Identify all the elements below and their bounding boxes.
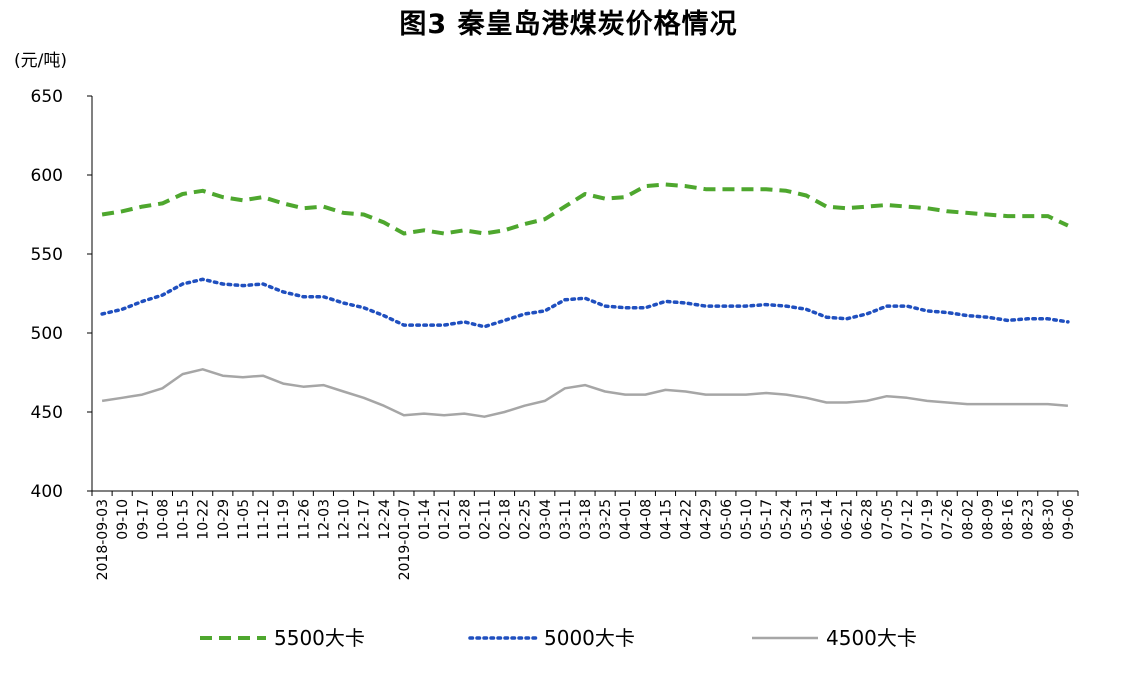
x-tick-label: 10-15 — [176, 499, 192, 540]
x-tick-label: 07-05 — [880, 499, 896, 540]
y-axis-unit-label: (元/吨) — [14, 51, 67, 71]
x-tick-label: 06-14 — [819, 499, 835, 540]
x-tick-label: 02-25 — [518, 499, 534, 540]
series-line-3 — [101, 368, 1068, 418]
x-tick-label: 01-28 — [457, 499, 473, 540]
x-tick-label: 04-15 — [658, 499, 674, 540]
x-tick-label: 11-05 — [236, 499, 252, 540]
x-tick-label: 08-09 — [980, 499, 996, 540]
x-tick-label: 12-03 — [316, 499, 332, 540]
series-line-1 — [101, 182, 1069, 236]
x-tick-label: 11-12 — [256, 499, 272, 540]
y-tick-label: 550 — [31, 245, 63, 265]
y-tick-label: 400 — [31, 482, 63, 502]
x-tick-label: 11-26 — [296, 499, 312, 540]
chart-title: 图3 秦皇岛港煤炭价格情况 — [399, 9, 738, 40]
x-tick-label: 03-11 — [558, 499, 574, 540]
legend-label-1: 5500大卡 — [274, 626, 365, 650]
x-tick-label: 02-11 — [477, 499, 493, 540]
x-tick-label: 06-28 — [860, 499, 876, 540]
x-tick-label: 04-29 — [699, 499, 715, 540]
x-tick-label: 08-16 — [1001, 499, 1017, 540]
x-tick-label: 01-14 — [417, 499, 433, 540]
x-tick-label: 01-21 — [437, 499, 453, 540]
x-tick-label: 07-19 — [920, 499, 936, 540]
x-tick-label: 09-17 — [135, 499, 151, 540]
y-tick-label: 650 — [31, 87, 63, 107]
x-tick-label: 05-31 — [799, 499, 815, 540]
x-tick-label: 04-01 — [618, 499, 634, 540]
x-tick-label: 04-22 — [679, 499, 695, 540]
x-tick-label: 10-22 — [196, 499, 212, 540]
x-tick-label: 08-30 — [1041, 499, 1057, 540]
x-tick-label: 12-17 — [357, 499, 373, 540]
x-tick-label: 07-26 — [940, 499, 956, 540]
series-line-2 — [100, 277, 1070, 329]
y-tick-label: 600 — [31, 166, 63, 186]
x-tick-label: 04-08 — [638, 499, 654, 540]
y-tick-label: 500 — [31, 324, 63, 344]
x-tick-label: 12-10 — [337, 499, 353, 540]
x-tick-label: 08-02 — [960, 499, 976, 540]
x-tick-label: 10-08 — [155, 499, 171, 540]
x-tick-label: 2018-09-03 — [95, 499, 111, 580]
x-tick-label: 05-10 — [739, 499, 755, 540]
x-tick-label: 03-18 — [578, 499, 594, 540]
x-tick-label: 03-04 — [538, 499, 554, 540]
x-tick-label: 11-19 — [276, 499, 292, 540]
x-tick-label: 05-17 — [759, 499, 775, 540]
legend-label-3: 4500大卡 — [826, 626, 917, 650]
x-tick-label: 05-06 — [719, 499, 735, 540]
y-tick-label: 450 — [31, 403, 63, 423]
x-tick-label: 07-12 — [900, 499, 916, 540]
legend-label-2: 5000大卡 — [544, 626, 635, 650]
x-tick-label: 09-06 — [1061, 499, 1077, 540]
x-tick-label: 05-24 — [779, 499, 795, 540]
x-tick-label: 2019-01-07 — [397, 499, 413, 580]
x-tick-label: 09-10 — [115, 499, 131, 540]
x-tick-label: 06-21 — [840, 499, 856, 540]
x-tick-label: 02-18 — [498, 499, 514, 540]
x-tick-label: 03-25 — [598, 499, 614, 540]
x-tick-label: 12-24 — [377, 499, 393, 540]
x-tick-label: 10-29 — [216, 499, 232, 540]
x-tick-label: 08-23 — [1021, 499, 1037, 540]
